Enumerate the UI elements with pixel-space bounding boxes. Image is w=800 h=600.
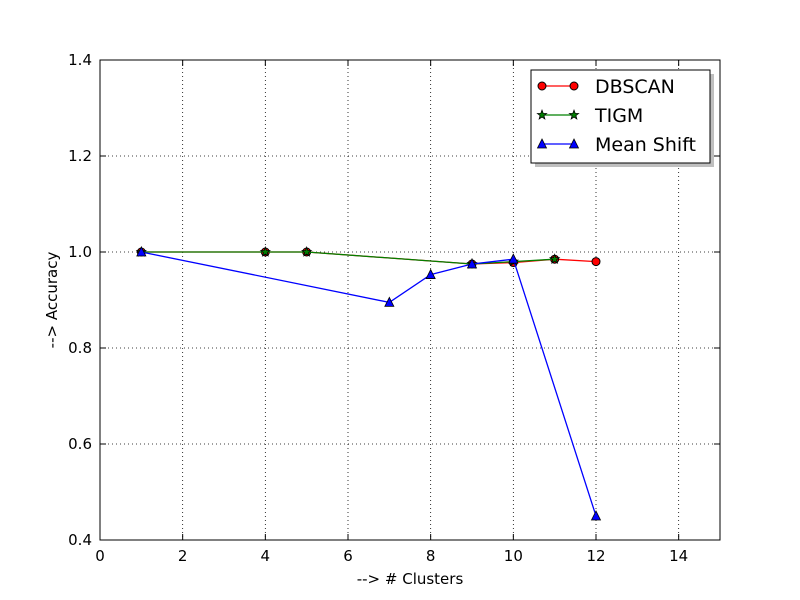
legend-label-mean-shift: Mean Shift xyxy=(595,134,696,156)
legend-label-dbscan: DBSCAN xyxy=(595,76,675,98)
legend-marker-tigm xyxy=(536,109,548,120)
y-tick-label: 1.0 xyxy=(68,243,92,261)
x-tick-label: 6 xyxy=(343,547,353,565)
data-point-mean-shift xyxy=(425,268,436,279)
data-point-tigm xyxy=(301,246,313,257)
legend-marker-dbscan xyxy=(537,81,547,91)
x-axis-label: --> # Clusters xyxy=(357,570,464,588)
axis-ticks: 0 2 4 6 8 10 12 14 0.4 0.6 0.8 1.0 1.2 1.4 xyxy=(68,51,720,565)
data-point-mean-shift xyxy=(590,510,602,521)
legend-label-tigm: TIGM xyxy=(594,105,643,127)
x-tick-label: 2 xyxy=(178,547,188,565)
y-tick-label: 0.4 xyxy=(68,531,92,549)
legend-marker-mean-shift xyxy=(568,138,580,149)
y-tick-label: 1.4 xyxy=(68,51,92,69)
series-line-mean-shift xyxy=(141,251,597,517)
x-tick-label: 10 xyxy=(504,547,523,565)
legend-marker-dbscan xyxy=(569,81,579,91)
data-point-mean-shift xyxy=(466,258,478,269)
x-tick-label: 12 xyxy=(586,547,605,565)
data-point-dbscan xyxy=(591,257,601,267)
series-mean-shift xyxy=(136,246,602,521)
series-line-tigm xyxy=(141,251,555,265)
data-point-mean-shift xyxy=(508,253,519,264)
data-point-mean-shift xyxy=(384,296,395,307)
x-tick-label: 14 xyxy=(669,547,688,565)
series-layer xyxy=(135,246,602,521)
y-axis-label: --> Accuracy xyxy=(43,252,61,349)
legend-marker-mean-shift xyxy=(536,138,548,149)
x-tick-label: 8 xyxy=(426,547,436,565)
legend: DBSCAN TIGM Mean Shift xyxy=(530,69,714,167)
x-tick-label: 0 xyxy=(95,547,105,565)
data-point-mean-shift xyxy=(136,246,147,257)
y-tick-label: 0.8 xyxy=(68,339,92,357)
legend-marker-tigm xyxy=(568,109,580,120)
y-tick-label: 0.6 xyxy=(68,435,92,453)
y-tick-label: 1.2 xyxy=(68,147,92,165)
data-point-tigm xyxy=(549,253,561,265)
x-tick-label: 4 xyxy=(261,547,271,565)
data-point-tigm xyxy=(259,246,271,257)
plot-frame xyxy=(99,59,721,541)
